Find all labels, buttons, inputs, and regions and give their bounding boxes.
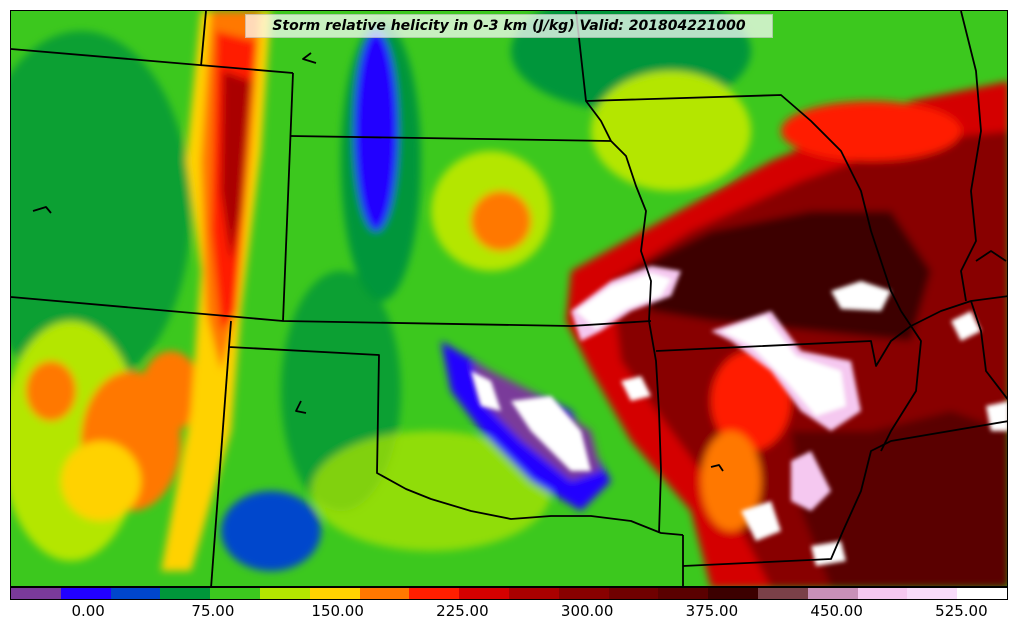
helicity-maxima	[471, 266, 1007, 566]
colorbar-segment	[110, 588, 161, 599]
colorbar-segment	[708, 588, 758, 599]
colorbar-labels: 0.00 75.00 150.00 225.00 300.00 375.00 450.00 5…	[0, 602, 1018, 626]
colorbar-tick-label: 450.00	[810, 602, 863, 620]
colorbar-tick-label: 150.00	[311, 602, 364, 620]
colorbar-tick-label: 225.00	[436, 602, 489, 620]
colorbar-segment	[807, 588, 858, 599]
colorbar-tick-label: 0.00	[71, 602, 105, 620]
colorbar-tick-label: 525.00	[935, 602, 988, 620]
colorbar-segment	[757, 588, 808, 599]
colorbar-segment	[658, 588, 709, 599]
colorbar-segment	[558, 588, 609, 599]
colorbar	[10, 587, 1008, 600]
colorbar-segment	[409, 588, 460, 599]
colorbar-segment	[259, 588, 310, 599]
colorbar-segment	[857, 588, 908, 599]
colorbar-segment	[210, 588, 260, 599]
colorbar-segment	[160, 588, 211, 599]
colorbar-segment	[11, 588, 61, 599]
state-boundaries	[11, 11, 1007, 586]
colorbar-tick-label: 375.00	[685, 602, 739, 620]
colorbar-segment	[309, 588, 360, 599]
colorbar-segment	[508, 588, 559, 599]
colorbar-segment	[907, 588, 958, 599]
map-frame	[10, 10, 1008, 587]
helicity-map	[11, 11, 1007, 586]
colorbar-segment	[459, 588, 509, 599]
colorbar-segment	[608, 588, 659, 599]
colorbar-tick-label: 300.00	[560, 602, 614, 620]
map-title: Storm relative helicity in 0-3 km (J/kg)…	[272, 18, 746, 34]
title-box: Storm relative helicity in 0-3 km (J/kg)…	[245, 14, 773, 38]
colorbar-segment	[359, 588, 410, 599]
colorbar-segment	[957, 588, 1007, 599]
helicity-field	[11, 11, 1007, 586]
colorbar-segment	[60, 588, 111, 599]
colorbar-tick-label: 75.00	[191, 602, 235, 620]
